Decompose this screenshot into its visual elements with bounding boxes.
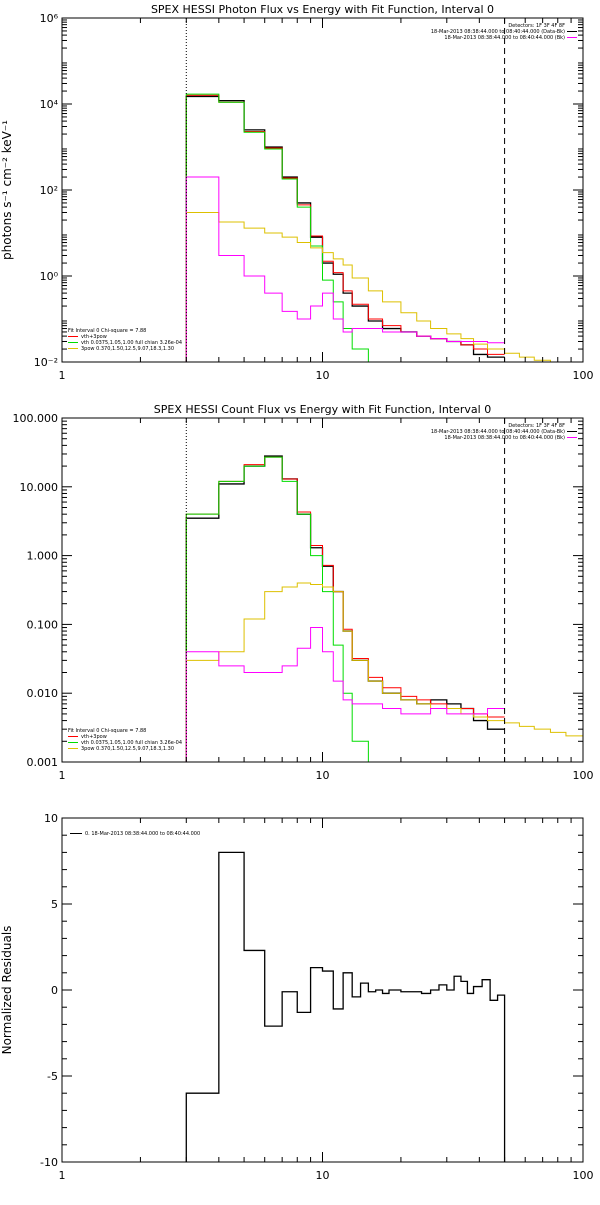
legend-entry: 3pow 0.370,1.50,12.5,9.07,18.3,1.30 [81,346,174,352]
series-line-0 [185,455,505,762]
x-tick-label: 100 [573,1169,594,1182]
legend-entry: vth 0.0375,1.05,1.00 full chian 3.26e-04 [81,740,182,746]
residuals-chart: Normalized Residuals 1 10 100 -10 -5 0 5 10 0. 18… [0,812,594,1182]
x-tick-label: 1 [59,769,66,782]
series-line-4 [185,627,505,762]
x-tick-label: 1 [59,369,66,382]
series-group [185,851,506,1162]
y-tick-label: 10 [44,812,58,825]
chart-title: SPEX HESSI Count Flux vs Energy with Fit… [154,403,491,416]
x-axis: 1 10 100 [59,418,594,782]
y-tick-label: 0.001 [27,756,59,769]
series-line-2 [185,456,383,762]
series-line-1 [185,94,505,362]
y-tick-label: 10⁰ [40,270,59,283]
y-axis: 10⁻² 10⁰ 10² 10⁴ 10⁶ [34,12,583,369]
legend-entry: Fit Interval 0 Chi-square = 7.88 [68,728,146,734]
series-group [185,455,583,762]
legend-entry: 18-Mar-2013 08:38:44.000 to 08:40:44.000… [444,35,565,41]
photon-flux-chart: SPEX HESSI Photon Flux vs Energy with Fi… [0,3,594,382]
x-tick-label: 100 [573,369,594,382]
y-tick-label: -5 [47,1070,58,1083]
y-tick-label: 10.000 [20,481,59,494]
x-axis: 1 10 100 [59,818,594,1182]
y-tick-label: -10 [40,1156,58,1169]
y-tick-label: 0.010 [27,687,59,700]
x-axis: 1 10 100 [59,18,594,382]
legend-bottom-left: Fit Interval 0 Chi-square = 7.88vth+3pow… [68,728,182,752]
legend-entry: vth+3pow [81,334,107,340]
series-group [185,93,583,362]
series-line-0 [185,95,505,362]
x-tick-label: 10 [316,1169,330,1182]
count-flux-chart: SPEX HESSI Count Flux vs Energy with Fit… [13,403,594,782]
y-tick-label: 10⁻² [34,356,58,369]
x-tick-label: 100 [573,769,594,782]
y-axis: -10 -5 0 5 10 [40,812,583,1169]
y-tick-label: 100.000 [13,412,59,425]
legend-entry: Detectors: 1F 3F 4F 8F [508,23,565,29]
x-tick-label: 10 [316,369,330,382]
y-tick-label: 10⁴ [40,98,59,111]
y-tick-label: 0.100 [27,618,59,631]
legend-entry: 18-Mar-2013 08:38:44.000 to 08:40:44.000… [444,435,565,441]
y-tick-label: 1.000 [27,550,59,563]
legend-entry: 0. 18-Mar-2013 08:38:44.000 to 08:40:44.… [85,831,200,837]
series-line-3 [185,582,583,762]
chart-title: SPEX HESSI Photon Flux vs Energy with Fi… [151,3,494,16]
series-line-0 [185,851,506,1162]
legend-entry: Detectors: 1F 3F 4F 8F [508,423,565,429]
y-tick-label: 10⁶ [40,12,59,25]
legend-entry: 18-Mar-2013 08:38:44.000 to 08:40:44.000… [431,429,565,435]
x-tick-label: 10 [316,769,330,782]
legend-entry: vth 0.0375,1.05,1.00 full chian 3.26e-04 [81,340,182,346]
series-line-4 [185,176,505,362]
y-axis: 0.001 0.010 0.100 1.000 10.000 100.000 [13,412,583,769]
legend-entry: 3pow 0.370,1.50,12.5,9.07,18.3,1.30 [81,746,174,752]
legend-entry: vth+3pow [81,734,107,740]
series-line-1 [185,456,505,762]
series-line-2 [185,93,383,362]
legend-entry: 18-Mar-2013 08:38:44.000 to 08:40:44.000… [431,29,565,35]
y-tick-label: 5 [51,898,58,911]
y-axis-label: Normalized Residuals [0,926,14,1055]
y-tick-label: 10² [40,184,58,197]
legend-top-left: 0. 18-Mar-2013 08:38:44.000 to 08:40:44.… [70,831,200,837]
y-tick-label: 0 [51,984,58,997]
legend-entry: Fit Interval 0 Chi-square = 7.88 [68,328,146,334]
series-line-3 [185,211,583,362]
legend-bottom-left: Fit Interval 0 Chi-square = 7.88vth+3pow… [68,328,182,352]
x-tick-label: 1 [59,1169,66,1182]
y-axis-label: photons s⁻¹ cm⁻² keV⁻¹ [0,120,14,260]
